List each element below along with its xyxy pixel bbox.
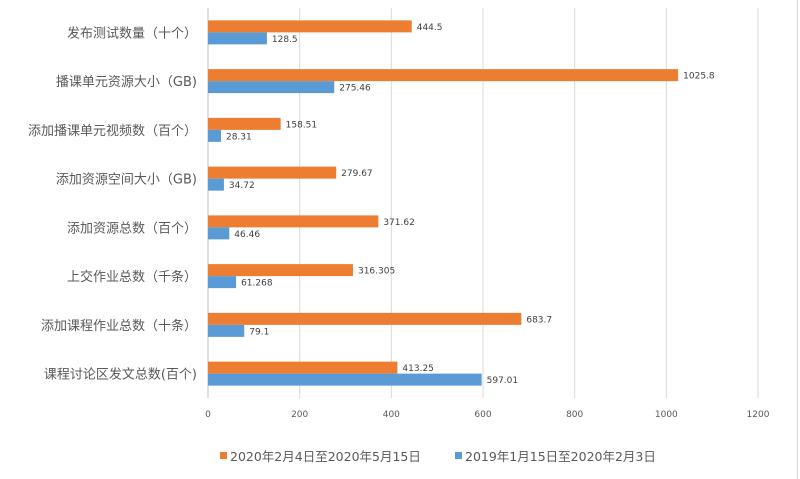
category-label: 课程讨论区发文总数(百个) (44, 367, 197, 383)
bar-series-1 (208, 117, 281, 130)
bar-series-2 (208, 129, 221, 142)
data-label: 683.7 (526, 315, 552, 325)
data-label: 28.31 (226, 132, 252, 142)
legend-label: 2019年1月15日至2020年2月3日 (465, 449, 656, 464)
bar-series-2 (208, 373, 482, 386)
bar-series-1 (208, 215, 379, 228)
x-tick-label: 1000 (655, 410, 678, 420)
category-label: 添加课程作业总数（十条） (41, 318, 197, 334)
legend-label: 2020年2月4日至2020年5月15日 (230, 449, 421, 464)
data-label: 61.268 (241, 279, 273, 289)
legend-item-series-2: 2019年1月15日至2020年2月3日 (455, 446, 656, 465)
bar-chart: 0 200 400 600 800 1000 1200 发布测试数量（十个） 444.5 128.… (28, 8, 770, 420)
category-label: 播课单元资源大小（GB) (56, 75, 197, 90)
legend-item-series-1: 2020年2月4日至2020年5月15日 (220, 446, 421, 465)
bar-series-1 (208, 20, 412, 33)
data-label: 413.25 (402, 364, 434, 374)
data-label: 444.5 (417, 23, 443, 33)
x-tick-label: 0 (205, 410, 211, 420)
bar-series-2 (208, 276, 237, 289)
data-label: 128.5 (272, 35, 298, 45)
data-label: 275.46 (339, 84, 371, 94)
x-tick-label: 400 (383, 410, 400, 420)
data-label: 597.01 (487, 376, 519, 386)
x-tick-label: 800 (566, 410, 583, 420)
bar-series-2 (208, 227, 230, 240)
data-label: 34.72 (229, 181, 255, 191)
category-label: 添加资源空间大小（GB) (56, 173, 197, 188)
x-tick-label: 1200 (747, 410, 770, 420)
bar-series-2 (208, 32, 267, 45)
data-label: 279.67 (341, 169, 373, 179)
window-border (797, 0, 798, 479)
x-tick-label: 200 (291, 410, 308, 420)
category-label: 上交作业总数（千条） (67, 269, 197, 285)
data-label: 46.46 (234, 230, 260, 240)
bar-series-1 (208, 264, 353, 277)
data-label: 316.305 (358, 267, 395, 277)
category-label: 添加资源总数（百个） (67, 221, 197, 236)
x-tick-label: 600 (474, 410, 491, 420)
bar-series-1 (208, 312, 522, 325)
legend-swatch (455, 452, 462, 459)
bar-series-1 (208, 361, 398, 374)
bar-series-2 (208, 178, 224, 191)
bar-series-2 (208, 324, 245, 337)
legend-swatch (220, 452, 227, 459)
category-label: 添加播课单元视频数（百个） (28, 124, 197, 139)
data-label: 79.1 (249, 327, 269, 337)
data-label: 1025.8 (683, 72, 715, 82)
bar-series-1 (208, 69, 679, 82)
category-label: 发布测试数量（十个） (67, 25, 197, 41)
bar-series-1 (208, 166, 337, 179)
bar-series-2 (208, 81, 335, 94)
data-label: 158.51 (286, 120, 318, 130)
data-label: 371.62 (383, 218, 415, 228)
